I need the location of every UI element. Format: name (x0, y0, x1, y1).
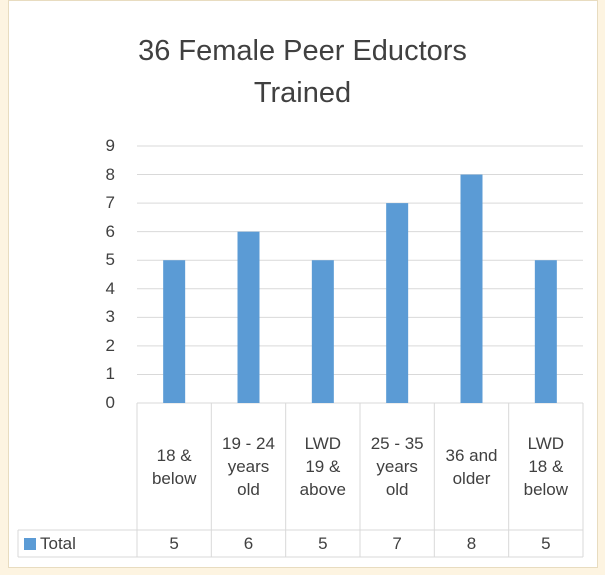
y-tick-label: 3 (105, 307, 115, 327)
table-value: 5 (318, 534, 328, 553)
y-tick-label: 4 (105, 278, 115, 298)
table-value: 6 (243, 534, 254, 553)
legend-label: Total (40, 534, 76, 553)
bar (534, 260, 557, 403)
y-tick-label: 0 (105, 393, 115, 412)
table-value: 8 (466, 534, 477, 553)
y-tick-label: 6 (105, 221, 115, 241)
x-tick-label: 19 - 24 years old (222, 434, 275, 499)
x-tick-label: 25 - 35 years old (370, 434, 424, 499)
y-tick-label: 1 (105, 364, 115, 384)
chart-title: 36 Female Peer Eductors Trained (138, 35, 467, 109)
bar (163, 260, 186, 403)
y-tick-label: 5 (105, 250, 115, 270)
y-tick-label: 2 (105, 335, 115, 355)
x-tick-label: 18 & below (151, 445, 197, 488)
y-tick-label: 7 (105, 193, 115, 213)
y-tick-label: 8 (105, 164, 115, 184)
chart-area (8, 0, 598, 568)
bar (386, 203, 409, 403)
table-value: 5 (169, 534, 179, 553)
x-tick-label: 36 and older (445, 445, 498, 488)
bar (311, 260, 334, 403)
bar (460, 174, 483, 403)
x-tick-label: LWD 19 & above (299, 434, 346, 499)
table-value: 5 (541, 534, 551, 553)
bar (237, 231, 260, 403)
x-tick-label: LWD 18 & below (523, 434, 569, 499)
y-tick-label: 9 (105, 136, 115, 155)
legend-swatch (24, 538, 36, 550)
table-value: 7 (392, 534, 402, 553)
